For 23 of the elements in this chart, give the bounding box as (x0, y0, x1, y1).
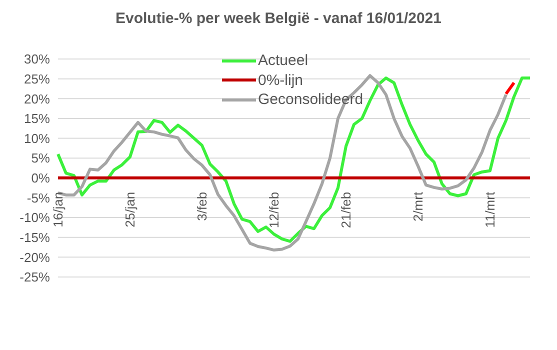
x-tick-label: 25/jan (122, 192, 138, 228)
y-tick-label: 10% (24, 130, 50, 146)
x-tick-label: 2/mrt (410, 192, 426, 222)
x-tick-label: 12/feb (266, 192, 282, 228)
legend-label: Actueel (258, 51, 308, 70)
y-tick-label: -15% (20, 230, 50, 245)
x-tick-label: 11/mrt (482, 192, 498, 228)
y-tick-label: -5% (26, 190, 50, 206)
x-tick-label: 21/feb (338, 192, 354, 228)
y-tick-label: -10% (20, 210, 50, 226)
x-tick-label: 3/feb (194, 192, 210, 221)
y-tick-label: 15% (24, 111, 50, 126)
y-tick-label: 30% (24, 52, 50, 67)
x-tick-label: 16/jan (50, 192, 66, 228)
legend-label: Geconsolideerd (258, 90, 364, 110)
y-tick-label: 5% (31, 150, 50, 166)
chart-title: Evolutie-% per week België - vanaf 16/01/2021 (114, 10, 442, 27)
y-tick-label: 20% (24, 91, 50, 106)
y-tick-label: 25% (24, 71, 50, 86)
y-tick-label: -25% (20, 270, 50, 285)
y-tick-label: -20% (20, 250, 50, 265)
legend-label: 0%-lijn (258, 70, 304, 90)
y-tick-label: 0% (31, 170, 50, 186)
